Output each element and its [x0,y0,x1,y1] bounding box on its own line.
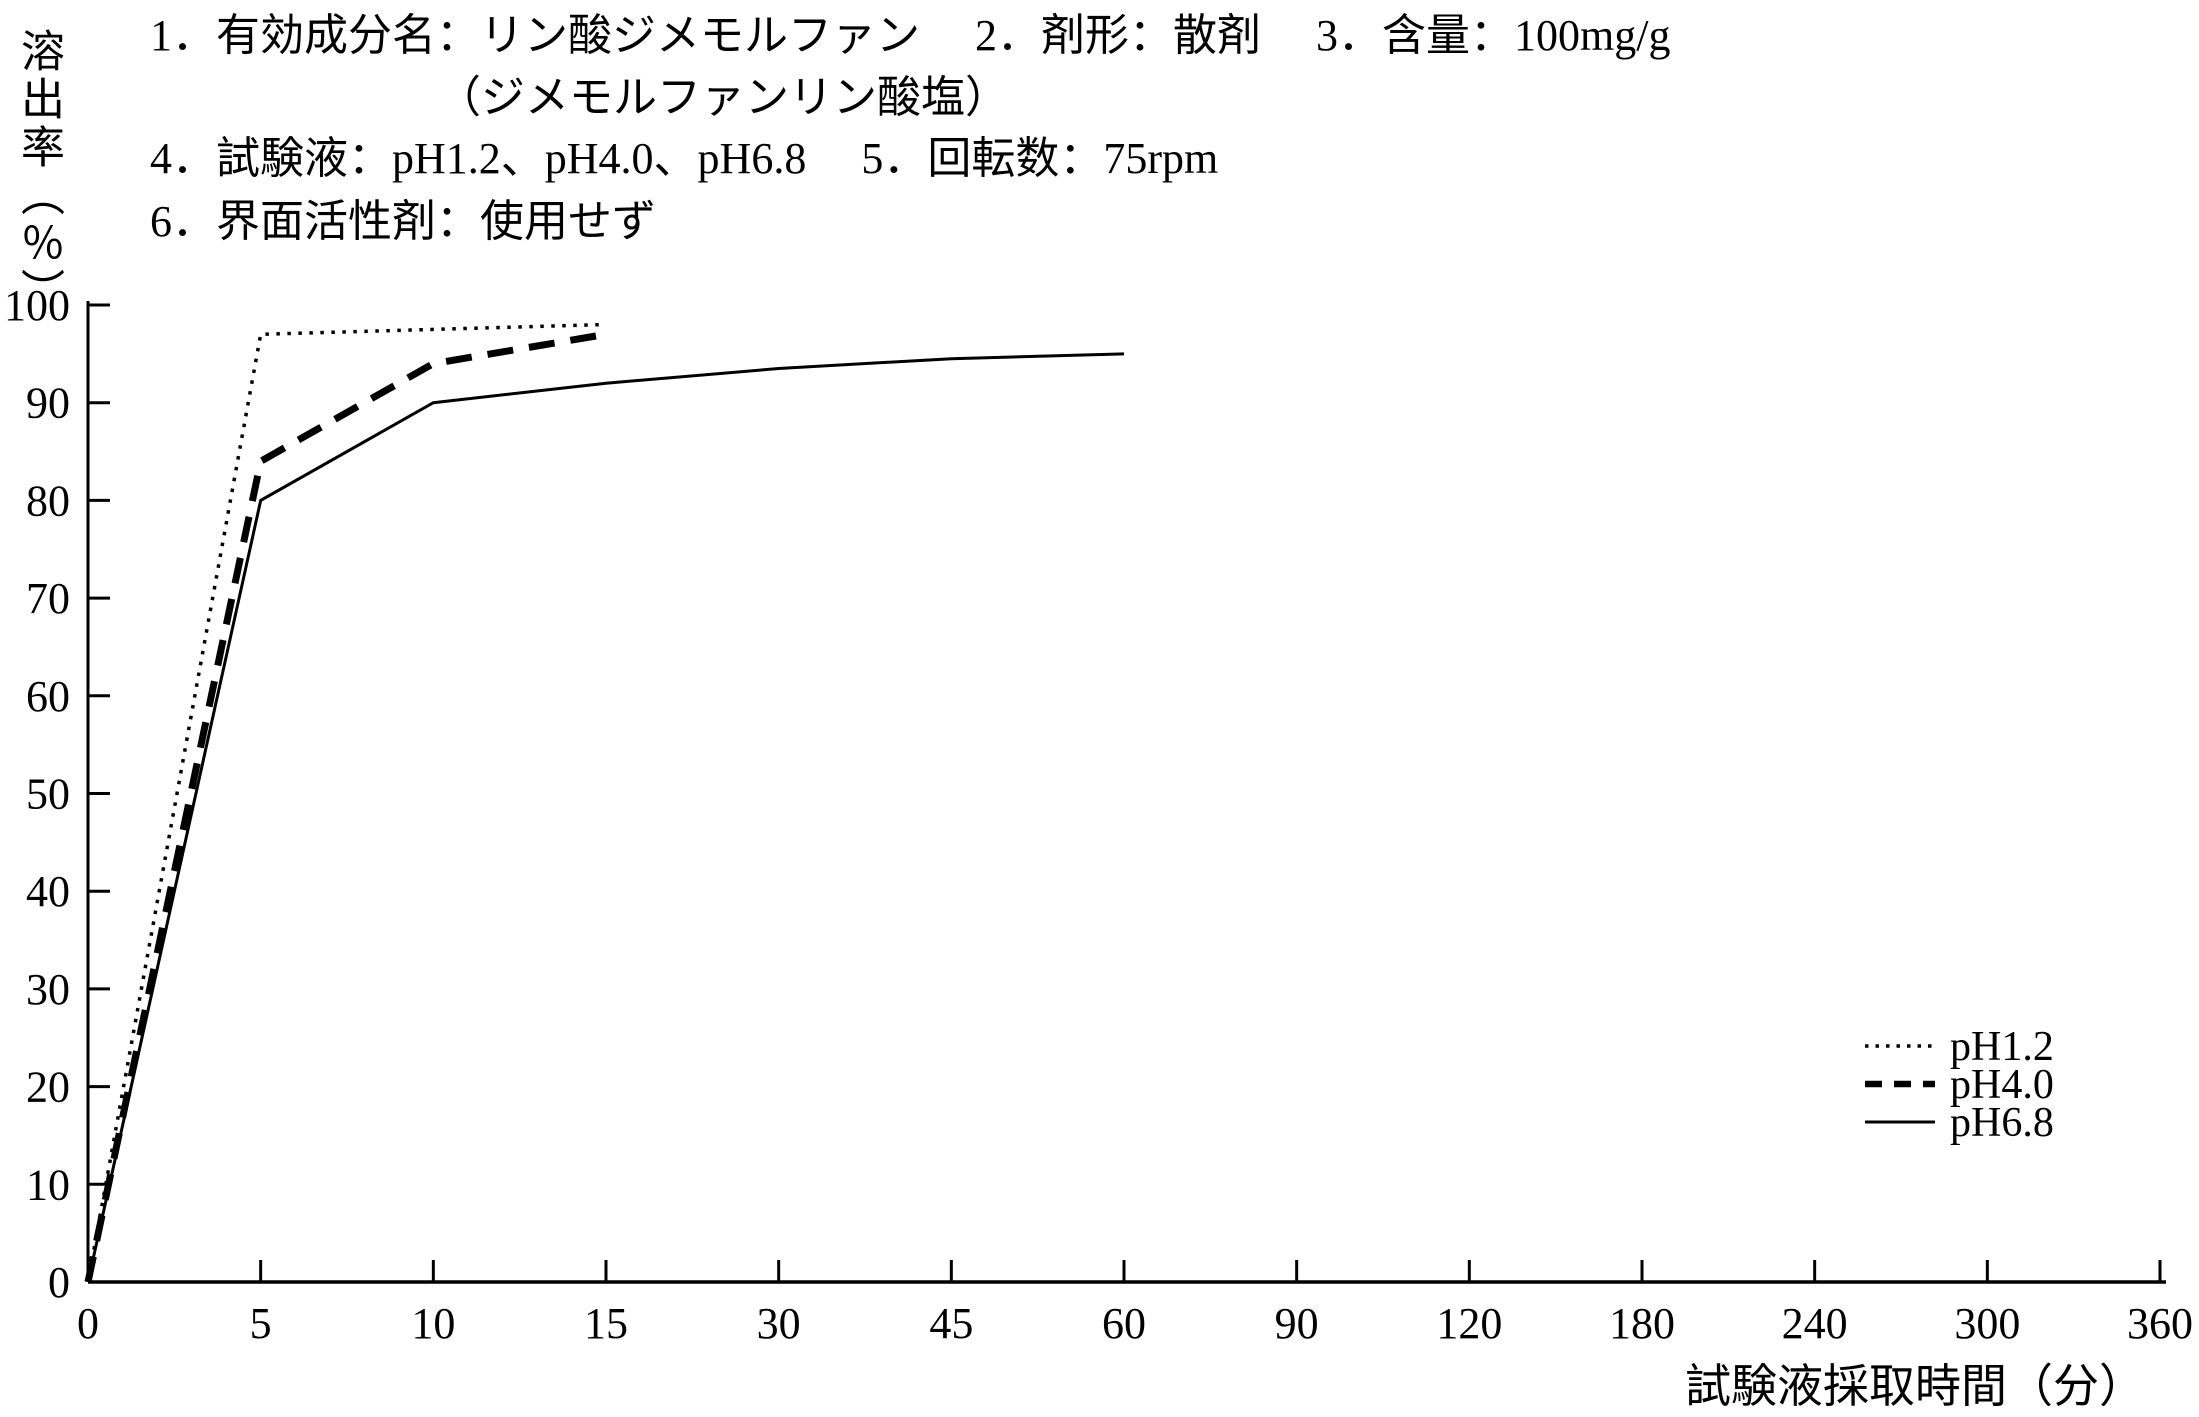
x-tick-label: 15 [584,1299,628,1348]
y-tick-label: 90 [26,379,70,428]
y-axis-title: 溶出率（％） [14,28,63,316]
y-tick-label: 20 [26,1063,70,1112]
x-tick-label: 60 [1102,1299,1146,1348]
series-line-pH4.0 [84,330,607,1283]
y-tick-label: 40 [26,867,70,916]
series-line-pH1.2 [86,322,607,1283]
condition-surfactant: 6．界面活性剤：使用せず [150,197,656,246]
legend-label-pH4.0: pH4.0 [1950,1062,2054,1108]
x-tick-label: 240 [1782,1299,1848,1348]
x-tick-label: 180 [1609,1299,1675,1348]
x-tick-label: 90 [1275,1299,1319,1348]
y-tick-label: 0 [48,1258,70,1307]
y-tick-label: 10 [26,1160,70,1209]
x-tick-label: 10 [411,1299,455,1348]
series-line-pH6.8 [86,352,1125,1283]
condition-active-ingredient-form-content: 1．有効成分名：リン酸ジメモルファン 2．剤形：散剤 3．含量：100mg/g [150,11,1671,60]
y-tick-label: 70 [26,574,70,623]
y-tick-label: 60 [26,672,70,721]
y-tick-label: 30 [26,965,70,1014]
legend-label-pH1.2: pH1.2 [1950,1024,2054,1070]
x-tick-label: 5 [250,1299,272,1348]
condition-salt-name: （ジメモルファンリン酸塩） [437,73,1009,122]
x-tick-label: 300 [1954,1299,2020,1348]
x-tick-label: 0 [77,1299,99,1348]
x-tick-label: 360 [2127,1299,2193,1348]
x-tick-label: 30 [757,1299,801,1348]
x-tick-label: 120 [1436,1299,1502,1348]
x-tick-label: 45 [929,1299,973,1348]
x-axis-title: 試験液採取時間（分） [1685,1361,2145,1412]
y-tick-label: 100 [4,281,70,330]
y-tick-label: 80 [26,476,70,525]
y-tick-label: 50 [26,770,70,819]
condition-test-fluid-rotation: 4．試験液：pH1.2、pH4.0、pH6.8 5．回転数：75rpm [150,134,1219,183]
legend-label-pH6.8: pH6.8 [1950,1100,2054,1146]
